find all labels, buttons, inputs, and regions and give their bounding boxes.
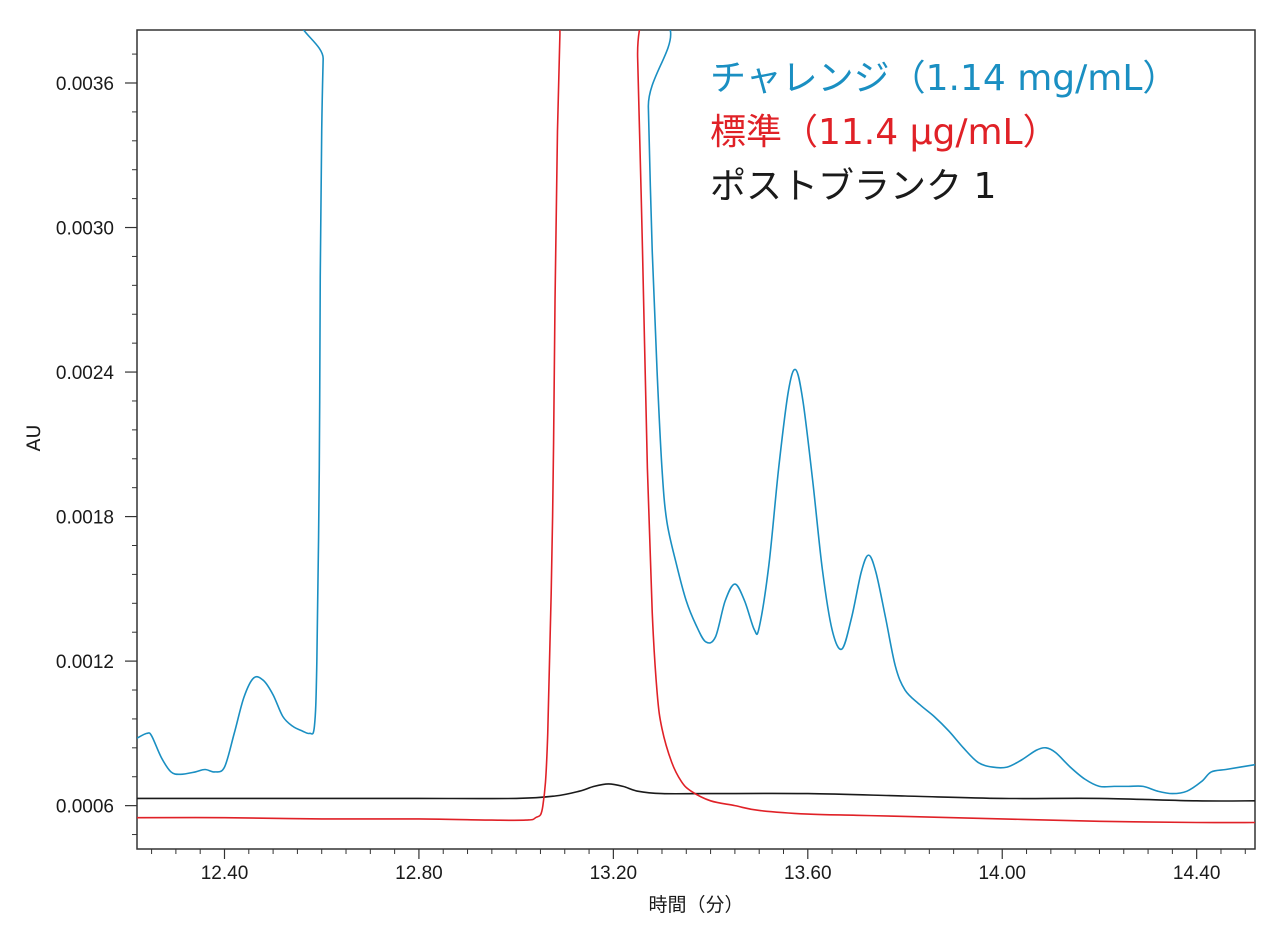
plot-frame — [136, 29, 1256, 850]
y-axis-title: AU — [23, 425, 45, 452]
y-tick-label: 0.0018 — [56, 508, 114, 529]
x-axis-title: 時間（分） — [648, 894, 743, 916]
x-tick-label: 13.60 — [784, 863, 832, 884]
y-tick-label: 0.0036 — [56, 74, 114, 95]
x-tick-label: 12.40 — [201, 863, 249, 884]
x-tick-label: 14.00 — [978, 863, 1026, 884]
series-line-2 — [137, 30, 1255, 824]
y-tick-label: 0.0030 — [56, 219, 114, 240]
x-axis: 12.40 12.80 13.20 13.60 14.00 14.40 — [151, 849, 1246, 884]
legend-entry-1: チャレンジ（1.14 mg/mL） — [710, 58, 1178, 99]
legend-entry-2: 標準（11.4 μg/mL） — [710, 112, 1059, 153]
y-tick-label: 0.0012 — [56, 652, 114, 673]
series-line-1 — [137, 30, 1255, 795]
x-tick-label: 13.20 — [590, 863, 638, 884]
y-axis: 0.0006 0.0012 0.0018 0.0024 0.0030 0.0036 — [56, 53, 137, 836]
y-tick-label: 0.0024 — [56, 363, 115, 384]
series-line-3 — [137, 783, 1255, 802]
legend-entry-3: ポストブランク 1 — [710, 166, 996, 207]
y-tick-label: 0.0006 — [56, 797, 114, 818]
series-lines — [137, 30, 1255, 824]
legend: チャレンジ（1.14 mg/mL） 標準（11.4 μg/mL） ポストブランク 1 — [710, 58, 1178, 207]
x-tick-label: 12.80 — [395, 863, 443, 884]
x-tick-label: 14.40 — [1173, 863, 1221, 884]
